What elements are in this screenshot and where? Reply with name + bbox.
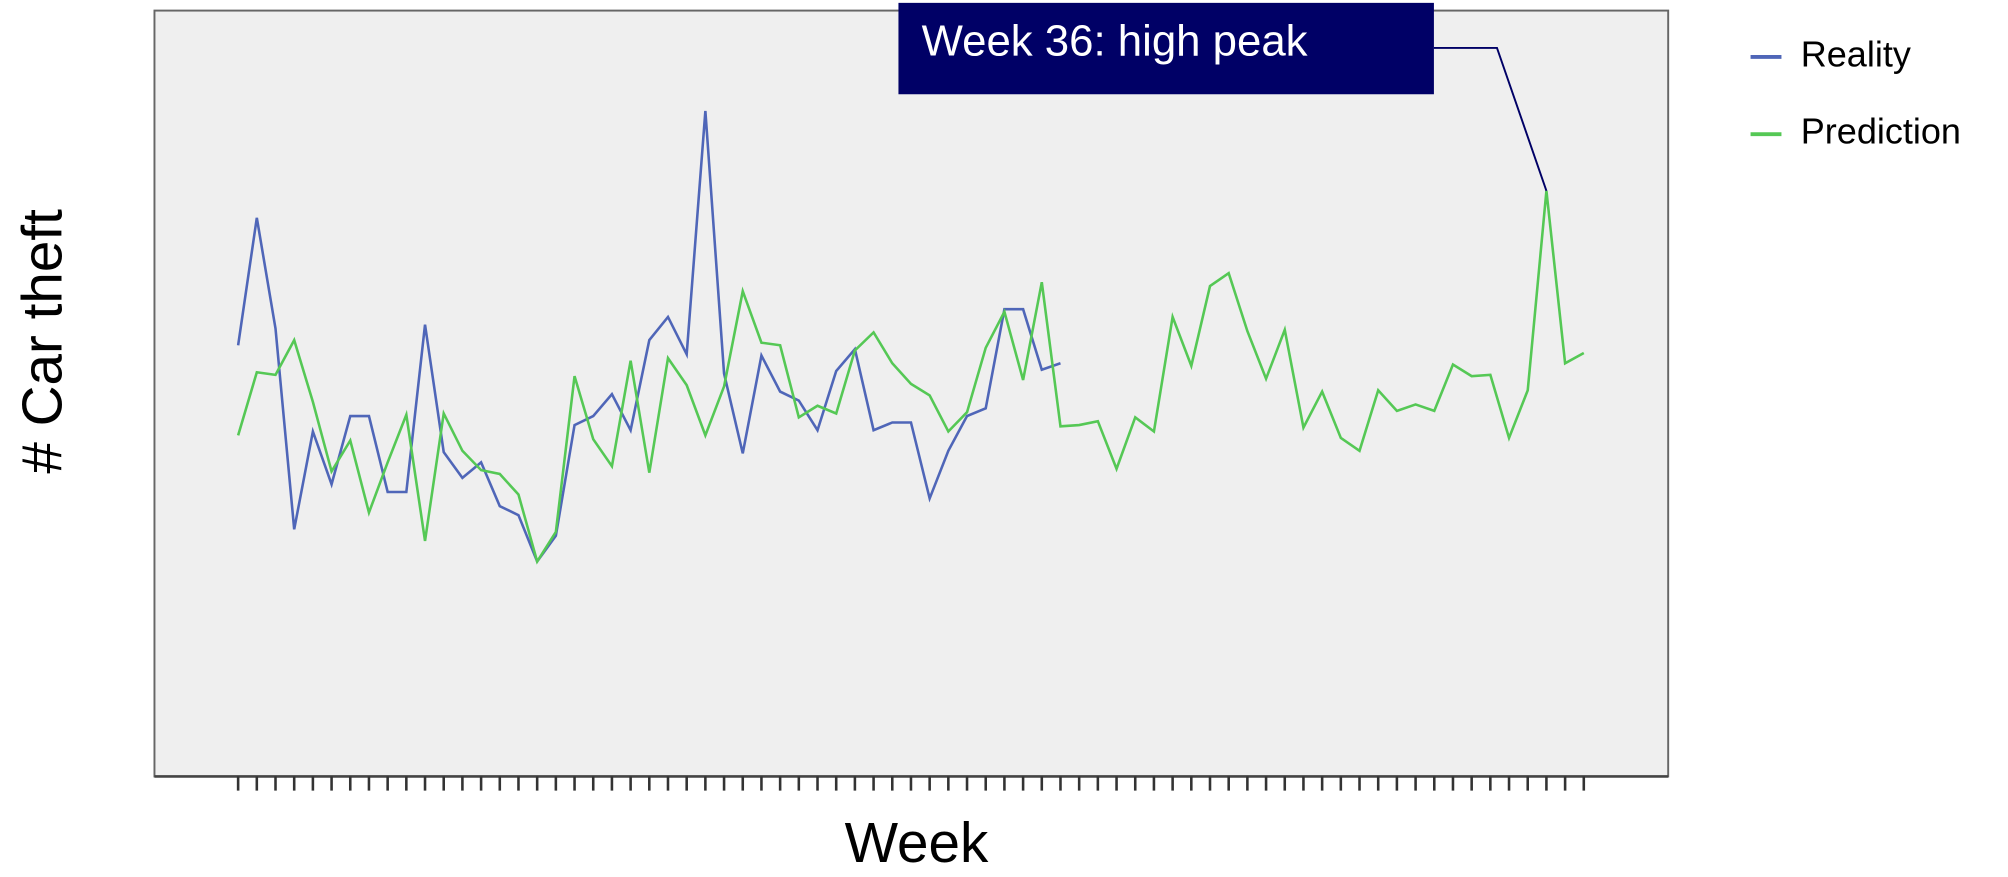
plot-area bbox=[153, 9, 1670, 778]
y-axis-label: # Car theft bbox=[11, 209, 74, 474]
annotation-leader bbox=[1433, 46, 1548, 192]
series-line bbox=[236, 110, 1061, 565]
annotation-text: Week 36: high peak bbox=[922, 17, 1308, 66]
series-line bbox=[236, 190, 1585, 565]
annotation-box bbox=[898, 2, 1434, 95]
legend-label: Prediction bbox=[1801, 111, 1961, 152]
legend-label: Reality bbox=[1801, 33, 1911, 74]
x-axis-label: Week bbox=[845, 812, 989, 872]
